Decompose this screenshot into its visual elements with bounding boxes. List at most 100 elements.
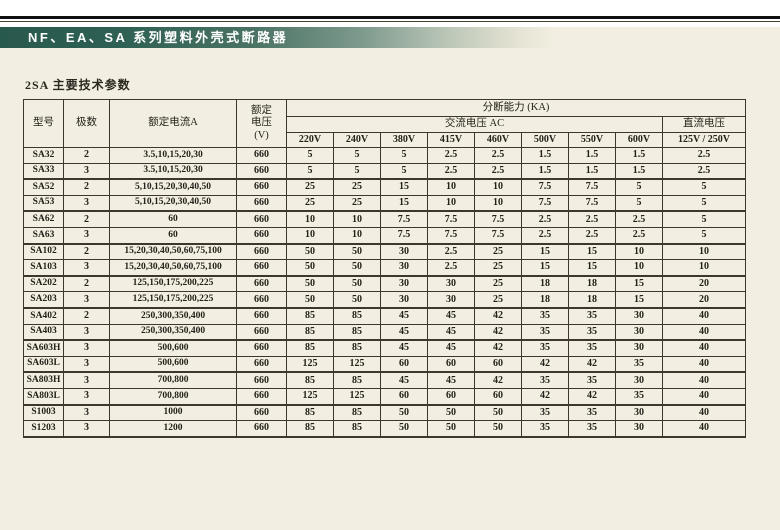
ka-value-cell: 42 xyxy=(568,355,616,374)
poles-cell: 2 xyxy=(63,210,110,228)
ka-value-cell: 60 xyxy=(380,387,428,406)
ka-value-cell: 25 xyxy=(333,194,381,213)
voltage-cell: 660 xyxy=(236,291,287,309)
model-cell: SA33 xyxy=(23,162,64,181)
ka-value-cell: 85 xyxy=(286,420,334,438)
ka-value-cell: 40 xyxy=(661,371,747,389)
top-rule-thick xyxy=(0,16,780,19)
ka-value-cell: 40 xyxy=(661,355,747,374)
ka-value-cell: 85 xyxy=(286,307,334,325)
page-body: NF、EA、SA 系列塑料外壳式断路器 2SA 主要技术参数 型号 极数 额定电… xyxy=(0,27,780,530)
ka-value-cell: 1.5 xyxy=(521,147,569,164)
ka-value-cell: 25 xyxy=(474,243,522,261)
ka-value-cell: 50 xyxy=(286,243,334,261)
ka-value-cell: 45 xyxy=(380,339,428,357)
ka-value-cell: 45 xyxy=(427,323,475,342)
ka-value-cell: 5 xyxy=(661,194,747,213)
ka-value-cell: 1.5 xyxy=(568,162,616,181)
model-cell: SA202 xyxy=(23,275,64,293)
ka-value-cell: 45 xyxy=(380,371,428,389)
ka-value-cell: 45 xyxy=(427,371,475,389)
voltage-cell: 660 xyxy=(236,259,287,277)
voltage-cell: 660 xyxy=(236,403,287,422)
col-header-model: 型号 xyxy=(23,99,64,148)
table-row: SA102 2 15,20,30,40,50,60,75,100 660 50 50 30 2… xyxy=(23,243,747,261)
current-cell: 500,600 xyxy=(109,355,237,374)
ka-value-cell: 20 xyxy=(661,291,747,309)
ka-value-cell: 85 xyxy=(286,371,334,389)
col-header-550v: 550V xyxy=(568,132,616,148)
poles-cell: 3 xyxy=(63,403,110,422)
ka-value-cell: 35 xyxy=(568,420,616,438)
ka-value-cell: 35 xyxy=(615,387,663,406)
ka-value-cell: 30 xyxy=(615,371,663,389)
ka-value-cell: 42 xyxy=(568,387,616,406)
table-row: SA603H 3 500,600 660 85 85 45 45 42 35 35 30 40 xyxy=(23,339,747,357)
ka-value-cell: 7.5 xyxy=(427,210,475,228)
ka-value-cell: 2.5 xyxy=(568,226,616,245)
voltage-cell: 660 xyxy=(236,355,287,374)
ka-value-cell: 2.5 xyxy=(427,243,475,261)
ka-value-cell: 45 xyxy=(427,307,475,325)
model-cell: SA63 xyxy=(23,226,64,245)
ka-value-cell: 25 xyxy=(333,178,381,196)
ka-value-cell: 2.5 xyxy=(427,162,475,181)
ka-value-cell: 35 xyxy=(615,355,663,374)
ka-value-cell: 10 xyxy=(286,210,334,228)
ka-value-cell: 7.5 xyxy=(380,210,428,228)
ka-value-cell: 40 xyxy=(661,307,747,325)
current-cell: 250,300,350,400 xyxy=(109,307,237,325)
ka-value-cell: 18 xyxy=(568,291,616,309)
ka-value-cell: 10 xyxy=(333,226,381,245)
ka-value-cell: 10 xyxy=(427,178,475,196)
ka-value-cell: 85 xyxy=(333,339,381,357)
ka-value-cell: 18 xyxy=(568,275,616,293)
ka-value-cell: 35 xyxy=(521,420,569,438)
table-row: SA603L 3 500,600 660 125 125 60 60 60 42 42 35 40 xyxy=(23,355,747,374)
ka-value-cell: 30 xyxy=(380,259,428,277)
col-header-breaking-capacity: 分断能力 (KA) xyxy=(285,99,747,117)
ka-value-cell: 5 xyxy=(333,162,381,181)
ka-value-cell: 50 xyxy=(427,403,475,422)
current-cell: 3.5,10,15,20,30 xyxy=(109,147,237,164)
col-header-dc-group: 直流电压 xyxy=(661,116,747,133)
ka-value-cell: 25 xyxy=(474,291,522,309)
ka-value-cell: 7.5 xyxy=(568,194,616,213)
ka-value-cell: 18 xyxy=(521,291,569,309)
voltage-cell: 660 xyxy=(236,371,287,389)
ka-value-cell: 25 xyxy=(286,194,334,213)
voltage-cell: 660 xyxy=(236,339,287,357)
ka-value-cell: 10 xyxy=(474,194,522,213)
ka-value-cell: 50 xyxy=(380,420,428,438)
col-header-220v: 220V xyxy=(286,132,334,148)
ka-value-cell: 2.5 xyxy=(474,162,522,181)
rated-voltage-line-1: 额定 xyxy=(251,104,272,116)
current-cell: 1000 xyxy=(109,403,237,422)
ka-value-cell: 2.5 xyxy=(568,210,616,228)
poles-cell: 3 xyxy=(63,355,110,374)
table-row: SA52 2 5,10,15,20,30,40,50 660 25 25 15 10 10 7.5… xyxy=(23,178,747,196)
voltage-cell: 660 xyxy=(236,275,287,293)
voltage-cell: 660 xyxy=(236,210,287,228)
ka-value-cell: 10 xyxy=(661,259,747,277)
current-cell: 5,10,15,20,30,40,50 xyxy=(109,194,237,213)
model-cell: SA803L xyxy=(23,387,64,406)
ka-value-cell: 85 xyxy=(333,371,381,389)
ka-value-cell: 2.5 xyxy=(521,226,569,245)
ka-value-cell: 60 xyxy=(380,355,428,374)
ka-value-cell: 50 xyxy=(380,403,428,422)
current-cell: 5,10,15,20,30,40,50 xyxy=(109,178,237,196)
col-header-415v: 415V xyxy=(427,132,475,148)
ka-value-cell: 5 xyxy=(661,226,747,245)
poles-cell: 2 xyxy=(63,275,110,293)
voltage-cell: 660 xyxy=(236,323,287,342)
ka-value-cell: 10 xyxy=(615,243,663,261)
poles-cell: 2 xyxy=(63,243,110,261)
ka-value-cell: 125 xyxy=(333,387,381,406)
ka-value-cell: 7.5 xyxy=(568,178,616,196)
ka-value-cell: 2.5 xyxy=(521,210,569,228)
ka-value-cell: 50 xyxy=(474,420,522,438)
voltage-cell: 660 xyxy=(236,387,287,406)
current-cell: 60 xyxy=(109,226,237,245)
